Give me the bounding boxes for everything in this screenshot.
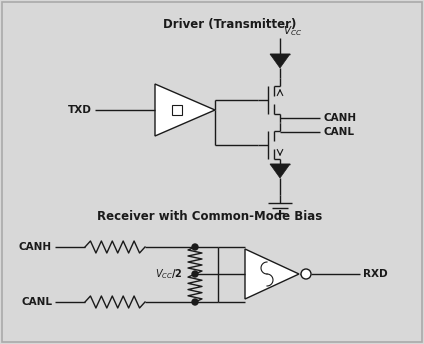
Text: TXD: TXD bbox=[68, 105, 92, 115]
Polygon shape bbox=[270, 164, 290, 178]
Polygon shape bbox=[155, 84, 215, 136]
Text: $V_{CC}$: $V_{CC}$ bbox=[283, 24, 302, 38]
Text: CANH: CANH bbox=[323, 113, 356, 123]
Text: Driver (Transmitter): Driver (Transmitter) bbox=[163, 18, 297, 31]
Text: $V_{CC}$/2: $V_{CC}$/2 bbox=[156, 267, 183, 281]
Text: RXD: RXD bbox=[363, 269, 388, 279]
Text: CANH: CANH bbox=[19, 242, 52, 252]
Polygon shape bbox=[245, 249, 299, 299]
Text: Receiver with Common-Mode Bias: Receiver with Common-Mode Bias bbox=[98, 210, 323, 223]
Circle shape bbox=[192, 299, 198, 305]
Circle shape bbox=[192, 271, 198, 277]
Polygon shape bbox=[270, 54, 290, 68]
Text: CANL: CANL bbox=[323, 127, 354, 137]
Circle shape bbox=[301, 269, 311, 279]
Text: CANL: CANL bbox=[21, 297, 52, 307]
Bar bbox=[172, 105, 182, 115]
Circle shape bbox=[192, 244, 198, 250]
